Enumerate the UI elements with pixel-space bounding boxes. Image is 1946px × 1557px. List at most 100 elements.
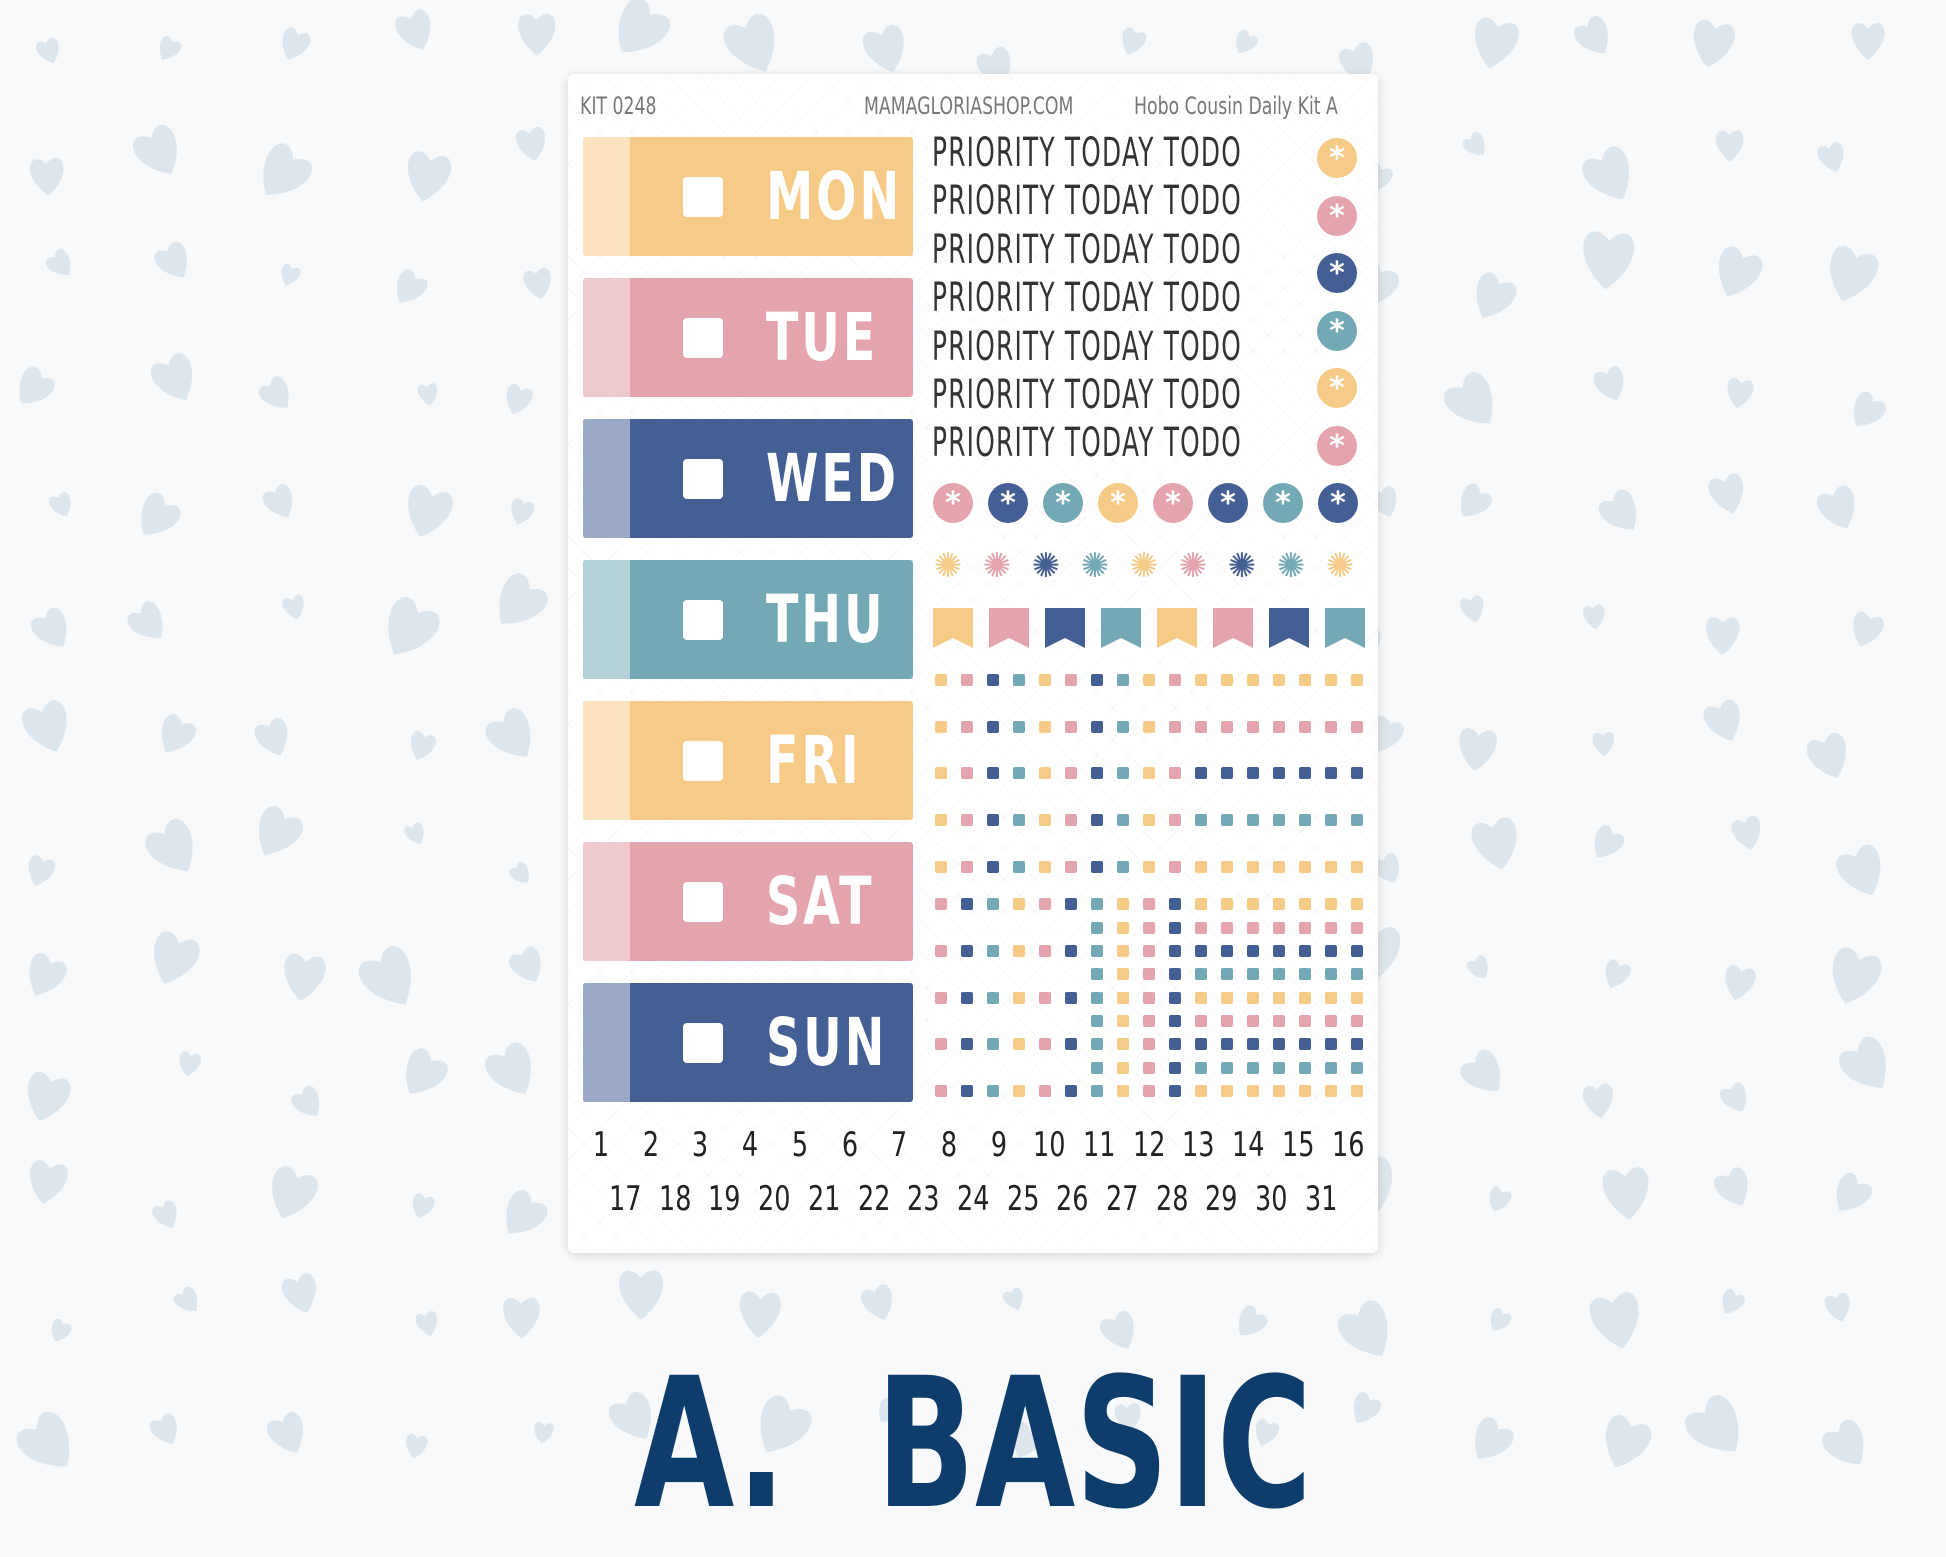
heart-shape bbox=[723, 13, 775, 72]
heart-shape bbox=[1582, 604, 1605, 630]
flower-icon: ✺ bbox=[1325, 546, 1355, 586]
heart-shape bbox=[1851, 23, 1885, 61]
date-number: 30 bbox=[1255, 1179, 1288, 1219]
heart-shape bbox=[1836, 844, 1881, 896]
dot-sticker bbox=[1065, 945, 1077, 957]
heart-shape bbox=[145, 818, 193, 872]
dot-sticker bbox=[1091, 814, 1103, 826]
dot-sticker bbox=[1091, 1015, 1103, 1027]
dot-sticker bbox=[1143, 898, 1155, 910]
dot-sticker bbox=[1351, 861, 1363, 873]
dot-sticker bbox=[1143, 721, 1155, 733]
asterisk-circle-icon: * bbox=[1153, 483, 1193, 523]
dot-sticker bbox=[1325, 1062, 1337, 1074]
date-number: 2 bbox=[642, 1125, 659, 1165]
heart-shape bbox=[1592, 731, 1615, 757]
dot-sticker bbox=[1221, 968, 1233, 980]
dot-sticker bbox=[1299, 945, 1311, 957]
date-number: 15 bbox=[1281, 1125, 1315, 1165]
dot-sticker bbox=[1325, 767, 1337, 779]
heart-shape bbox=[485, 1042, 531, 1094]
heart-shape bbox=[862, 24, 904, 73]
asterisk-circle-icon: * bbox=[1317, 368, 1357, 408]
date-number: 16 bbox=[1331, 1125, 1364, 1165]
date-number: 28 bbox=[1155, 1179, 1189, 1219]
asterisk-circle-icon: * bbox=[1318, 483, 1358, 523]
dot-sticker bbox=[1221, 898, 1233, 910]
dot-sticker bbox=[1325, 674, 1337, 686]
dot-sticker bbox=[1273, 1085, 1285, 1097]
heart-shape bbox=[149, 1413, 177, 1444]
day-tab-sun: SUN bbox=[583, 983, 913, 1102]
dot-sticker bbox=[1039, 861, 1051, 873]
dot-sticker bbox=[1195, 861, 1207, 873]
heart-shape bbox=[1583, 231, 1635, 290]
dot-sticker bbox=[1273, 814, 1285, 826]
heart-shape bbox=[254, 717, 288, 756]
dot-sticker bbox=[1325, 861, 1337, 873]
priority-label: PRIORITY TODAY TODO bbox=[932, 323, 1242, 370]
dot-sticker bbox=[987, 945, 999, 957]
dot-sticker bbox=[1143, 945, 1155, 957]
asterisk-circle-icon: * bbox=[1317, 425, 1357, 466]
dot-sticker bbox=[961, 1038, 973, 1050]
dot-sticker bbox=[1273, 721, 1285, 733]
dot-sticker bbox=[987, 861, 999, 873]
dot-sticker bbox=[1039, 898, 1051, 910]
dot-sticker bbox=[1221, 1085, 1233, 1097]
heart-shape bbox=[291, 1085, 320, 1116]
date-number: 31 bbox=[1304, 1179, 1338, 1219]
heart-shape bbox=[395, 9, 431, 51]
tab-strip bbox=[583, 419, 630, 538]
heart-shape bbox=[1854, 391, 1887, 427]
priority-label: PRIORITY TODAY TODO bbox=[932, 178, 1242, 225]
tab-strip bbox=[583, 560, 630, 679]
dot-sticker bbox=[1299, 861, 1311, 873]
dot-sticker bbox=[1143, 814, 1155, 826]
heart-shape bbox=[1725, 965, 1756, 1001]
date-number: 7 bbox=[891, 1125, 908, 1165]
date-number: 9 bbox=[990, 1125, 1007, 1165]
day-label: WED bbox=[766, 440, 899, 517]
heart-shape bbox=[417, 382, 438, 406]
dot-sticker bbox=[1091, 767, 1103, 779]
dot-sticker bbox=[1039, 1038, 1051, 1050]
checkbox-icon bbox=[683, 741, 723, 781]
dot-sticker bbox=[1195, 674, 1207, 686]
heart-shape bbox=[1727, 377, 1754, 409]
asterisk-circle-icon: * bbox=[1263, 483, 1303, 523]
dot-sticker bbox=[935, 1038, 947, 1050]
dot-sticker bbox=[1325, 1038, 1337, 1050]
day-label: THU bbox=[766, 581, 886, 658]
dot-sticker bbox=[1013, 945, 1025, 957]
dot-sticker bbox=[1169, 992, 1181, 1004]
dot-sticker bbox=[1325, 721, 1337, 733]
dot-sticker bbox=[987, 721, 999, 733]
dot-sticker bbox=[987, 767, 999, 779]
dot-sticker bbox=[1325, 992, 1337, 1004]
dot-sticker bbox=[1247, 922, 1259, 934]
heart-shape bbox=[1731, 816, 1761, 850]
heart-shape bbox=[1824, 1292, 1850, 1322]
heart-shape bbox=[1238, 1305, 1268, 1336]
dot-sticker bbox=[1169, 898, 1181, 910]
heart-shape bbox=[1693, 19, 1735, 68]
dot-sticker bbox=[1325, 1015, 1337, 1027]
dot-sticker bbox=[1273, 861, 1285, 873]
heart-shape bbox=[1122, 27, 1147, 55]
asterisk-circle-icon: * bbox=[988, 483, 1028, 523]
heart-shape bbox=[879, 1397, 902, 1423]
dot-sticker bbox=[1195, 1085, 1207, 1097]
heart-shape bbox=[506, 1189, 548, 1234]
heart-shape bbox=[179, 1051, 202, 1077]
date-number: 29 bbox=[1205, 1179, 1238, 1219]
dot-sticker bbox=[1039, 1085, 1051, 1097]
dot-sticker bbox=[1013, 674, 1025, 686]
heart-shape bbox=[28, 1071, 71, 1122]
dot-sticker bbox=[1299, 1015, 1311, 1027]
dot-sticker bbox=[1169, 1085, 1181, 1097]
heart-shape bbox=[1830, 245, 1879, 302]
dot-sticker bbox=[1195, 992, 1207, 1004]
dot-sticker bbox=[1117, 898, 1129, 910]
heart-shape bbox=[1714, 1167, 1748, 1206]
